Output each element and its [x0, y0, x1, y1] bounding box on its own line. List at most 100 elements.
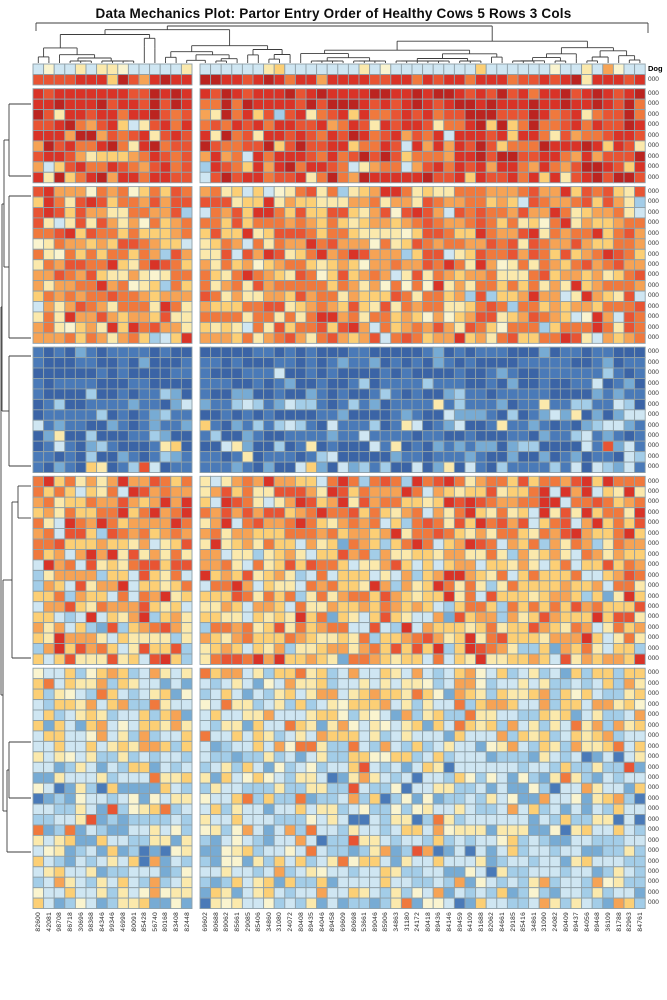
- column-label: 83408: [172, 912, 180, 932]
- row-label: 000: [648, 163, 659, 171]
- column-label: 85906: [382, 912, 390, 932]
- row-label: 000: [648, 508, 659, 516]
- row-label: 000: [648, 379, 659, 387]
- row-label: Dog: [648, 64, 663, 74]
- column-label: 34861: [530, 912, 538, 932]
- row-label: 000: [648, 152, 659, 160]
- column-label: 84761: [636, 912, 644, 932]
- row-label: 000: [648, 561, 659, 569]
- row-label: 000: [648, 488, 659, 495]
- column-label: 24172: [414, 912, 422, 932]
- column-label: 30696: [77, 912, 85, 932]
- column-label: 89437: [573, 912, 581, 932]
- row-label: 000: [648, 121, 659, 129]
- column-label: 84046: [318, 912, 326, 932]
- column-label: 81688: [477, 912, 485, 932]
- row-label: 000: [648, 634, 659, 642]
- column-label: 85428: [141, 912, 149, 932]
- column-label: 84146: [445, 912, 453, 932]
- row-label: 000: [648, 613, 659, 621]
- row-label: 000: [648, 173, 659, 181]
- row-label: 000: [648, 313, 659, 321]
- column-label: 89062: [223, 912, 231, 932]
- row-label: 000: [648, 100, 659, 108]
- column-label: 29185: [509, 912, 517, 932]
- column-label: 69602: [202, 912, 210, 932]
- row-label: 000: [648, 582, 659, 589]
- column-label: 24082: [551, 912, 559, 932]
- row-label: 000: [648, 498, 659, 506]
- row-label: 000: [648, 784, 659, 792]
- row-label: 000: [648, 411, 659, 418]
- row-label: 000: [648, 868, 659, 875]
- row-label: 000: [648, 187, 659, 195]
- column-label: 69609: [339, 912, 347, 932]
- column-label: 31080: [276, 912, 284, 932]
- column-label: 24072: [286, 912, 294, 932]
- row-label: 000: [648, 89, 659, 97]
- row-label: 000: [648, 679, 659, 687]
- row-label: 000: [648, 655, 659, 663]
- row-label: 000: [648, 888, 659, 896]
- column-label: 53661: [361, 912, 369, 932]
- column-label: 84661: [498, 912, 506, 932]
- column-label: 36109: [604, 912, 612, 932]
- column-label: 80409: [562, 912, 570, 932]
- row-label: 000: [648, 271, 659, 279]
- row-label: 000: [648, 878, 659, 886]
- row-label: 000: [648, 442, 659, 450]
- row-label: 000: [648, 700, 659, 708]
- column-label: 42081: [45, 912, 53, 932]
- row-label: 000: [648, 519, 659, 527]
- row-label: 000: [648, 142, 659, 150]
- column-label: 98708: [56, 912, 64, 932]
- row-label: 000: [648, 219, 659, 227]
- plot-title: Data Mechanics Plot: Partor Entry Order …: [95, 6, 572, 21]
- column-label: 80168: [162, 912, 170, 932]
- column-label: 89458: [329, 912, 337, 932]
- row-label: 000: [648, 805, 659, 813]
- row-label: 000: [648, 826, 659, 834]
- row-label: 000: [648, 571, 659, 579]
- row-label: 000: [648, 260, 659, 268]
- column-label: 56740: [151, 912, 159, 932]
- row-label: 000: [648, 592, 659, 600]
- row-label: 000: [648, 240, 659, 247]
- row-label: 000: [648, 690, 659, 698]
- row-label: 000: [648, 794, 659, 802]
- row-label: 000: [648, 431, 659, 439]
- row-label: 000: [648, 452, 659, 460]
- row-label: 000: [648, 302, 659, 310]
- column-label: 89436: [435, 912, 443, 932]
- column-label: 85406: [255, 912, 263, 932]
- column-label: 85416: [520, 912, 528, 932]
- row-label: 000: [648, 250, 659, 258]
- row-label: 000: [648, 198, 659, 206]
- row-label: 000: [648, 323, 659, 331]
- row-label: 000: [648, 369, 659, 377]
- column-label: 81788: [615, 912, 623, 932]
- row-label: 000: [648, 292, 659, 300]
- row-label: 000: [648, 732, 659, 740]
- row-label: 000: [648, 540, 659, 548]
- column-label: 31090: [541, 912, 549, 932]
- row-label: 000: [648, 773, 659, 781]
- column-label: 82600: [35, 912, 43, 932]
- row-label: 000: [648, 550, 659, 558]
- row-label: 000: [648, 669, 659, 677]
- row-label: 000: [648, 334, 659, 342]
- row-label: 000: [648, 857, 659, 865]
- row-label: 000: [648, 208, 659, 216]
- row-label: 000: [648, 529, 659, 537]
- row-label: 000: [648, 899, 659, 907]
- row-label: 000: [648, 229, 659, 237]
- column-label: 89046: [371, 912, 379, 932]
- row-label: 000: [648, 711, 659, 719]
- row-label: 000: [648, 348, 659, 356]
- row-label: 000: [648, 742, 659, 750]
- column-label: 85661: [233, 912, 241, 932]
